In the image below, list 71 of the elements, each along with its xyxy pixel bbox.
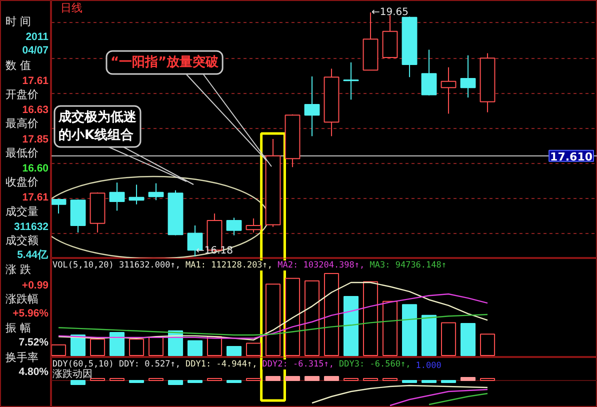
category-label: 换手率 <box>6 350 38 364</box>
bar <box>148 336 164 356</box>
candlestick <box>440 66 456 114</box>
bar <box>324 273 340 356</box>
text: 16.63 <box>22 104 49 116</box>
text: DDY3: -6.560↑, <box>339 360 411 370</box>
bar <box>304 280 320 356</box>
chart-title: 日线 <box>60 2 82 14</box>
candlestick <box>128 184 144 205</box>
text: 2011 04/07 <box>22 31 49 57</box>
candlestick <box>148 182 164 201</box>
bar <box>129 338 144 356</box>
text: DDY2: -6.315↑, <box>262 360 334 370</box>
annotation: “一阳指”放量突破 <box>110 54 220 70</box>
bar <box>382 300 398 356</box>
text: 5.44亿 <box>17 249 48 262</box>
bar <box>480 334 496 356</box>
chart-title: VOL(5,10,20) <box>52 260 114 270</box>
bar <box>441 322 456 356</box>
candlestick <box>421 49 437 96</box>
text: 4.80% <box>18 366 49 378</box>
text: 17.61 <box>22 74 49 87</box>
candlestick <box>246 218 262 233</box>
category-label: 振 幅 <box>6 322 31 335</box>
category-label: 成交量 <box>6 204 38 218</box>
annotation: 成交极为低迷的小K线组合 <box>58 109 138 143</box>
annotation: ←19.65 <box>371 6 409 18</box>
bar <box>402 304 418 356</box>
candlestick <box>304 76 320 137</box>
category-label: 涨 跌 <box>6 263 31 276</box>
bar <box>110 332 125 356</box>
text: 311632.000↑, <box>119 260 180 270</box>
candlestick <box>52 198 66 214</box>
category-label: 收盘价 <box>6 176 38 189</box>
bar <box>90 338 106 356</box>
category-label: 时 间 <box>6 15 31 28</box>
candlestick <box>226 217 242 236</box>
category-label: 涨跌幅 <box>6 292 38 306</box>
text: MA3: 94736.148↑ <box>370 260 447 270</box>
bar <box>246 342 262 356</box>
category-label: 数 值 <box>6 58 31 72</box>
bar <box>266 284 281 356</box>
y-axis-title: 涨跌动因 <box>52 368 92 380</box>
text: +5.96% <box>12 308 48 320</box>
text: 17.85 <box>22 133 49 146</box>
text: 7.52% <box>18 336 49 349</box>
text: MA2: 103204.398↑, <box>278 260 365 270</box>
bar <box>363 281 378 356</box>
text: DDY1: -4.944↑, <box>186 360 258 370</box>
category-label: 最高价 <box>6 117 38 130</box>
bar <box>52 344 66 356</box>
chart-title: DDY(60,5,10) <box>52 360 114 370</box>
bar <box>188 340 203 356</box>
ref-line-label: 17.610 <box>550 150 593 164</box>
bar <box>344 296 359 356</box>
category-label: 开盘价 <box>6 88 38 101</box>
text: 1.000 <box>416 361 442 371</box>
text: +0.99 <box>22 279 49 292</box>
text: MA1: 112128.203↑, <box>186 260 273 270</box>
bar <box>226 346 242 356</box>
bar <box>422 314 437 356</box>
text: DDY: 0.527↑, <box>119 360 180 370</box>
text: 16.60 <box>22 162 49 174</box>
candlestick <box>460 54 476 98</box>
text: 311632 <box>14 220 49 233</box>
bar <box>285 278 300 356</box>
category-label: 成交额 <box>6 234 38 247</box>
candlestick <box>109 182 125 212</box>
bar <box>460 323 476 356</box>
category-label: 最低价 <box>6 146 38 160</box>
text: 17.61 <box>22 192 49 204</box>
